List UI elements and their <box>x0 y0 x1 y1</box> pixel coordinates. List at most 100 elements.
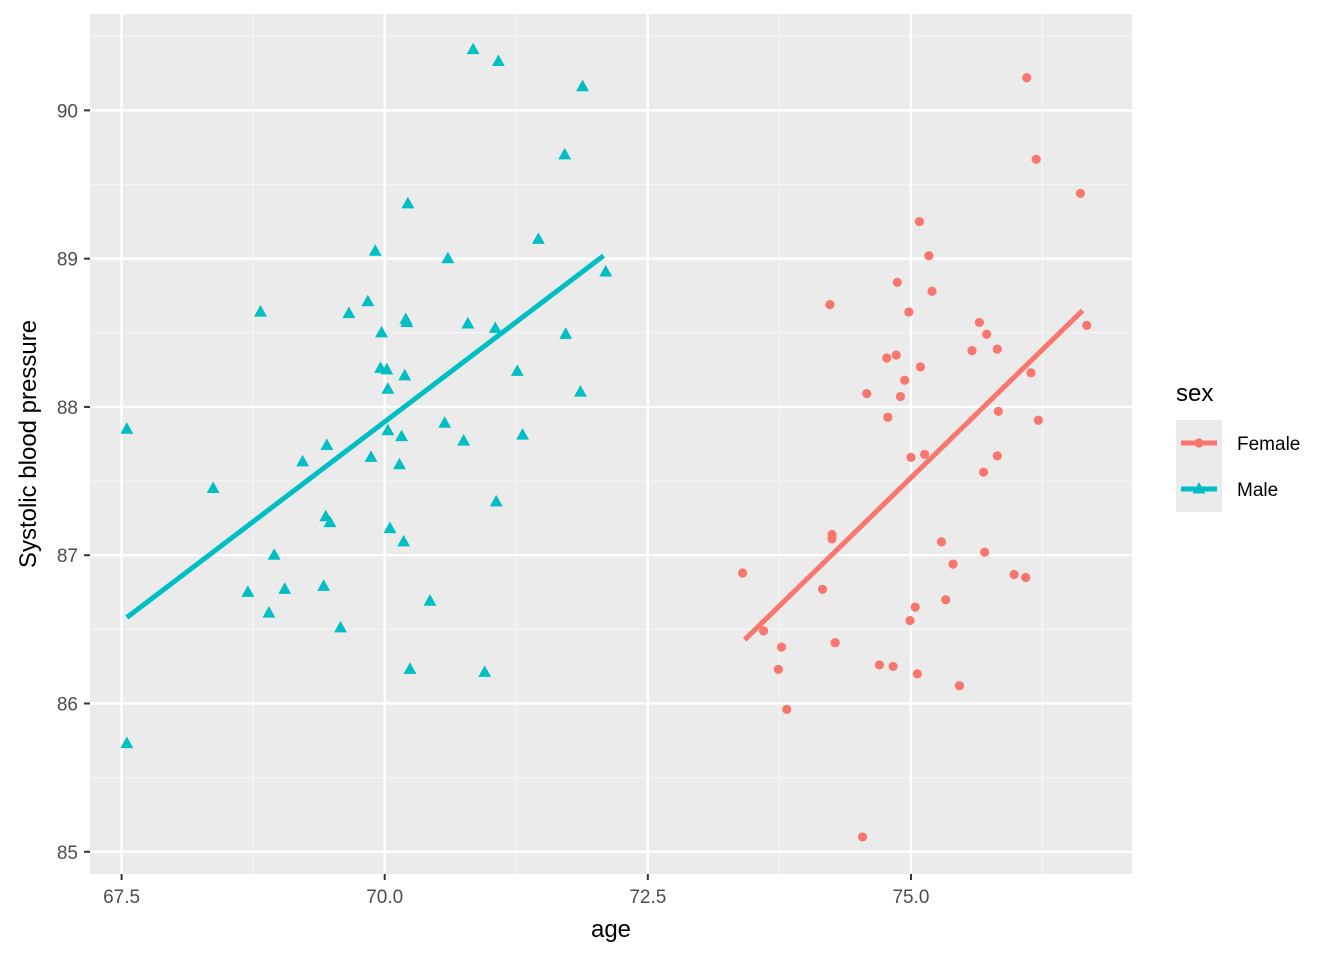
point-male <box>296 454 310 467</box>
point-male <box>510 364 524 376</box>
point-male <box>383 521 397 534</box>
point-female <box>737 568 748 578</box>
point-female <box>817 584 828 594</box>
point-female <box>954 681 964 691</box>
point-male <box>423 594 437 606</box>
point-male <box>342 306 356 319</box>
point-male <box>381 382 395 394</box>
point-male <box>278 582 292 594</box>
point-male <box>398 368 412 381</box>
point-male <box>516 428 530 440</box>
point-male <box>120 736 134 749</box>
grid-major <box>90 14 1132 874</box>
point-male <box>457 434 471 446</box>
fit-line-male <box>125 253 606 620</box>
point-female <box>915 362 926 372</box>
point-male <box>267 548 281 560</box>
point-male <box>395 429 408 442</box>
point-female <box>993 406 1003 416</box>
legend-point-male <box>1192 482 1206 494</box>
point-male <box>262 606 276 618</box>
point-female <box>904 307 914 317</box>
y-tick-label: 86 <box>57 694 78 715</box>
point-female <box>900 375 910 385</box>
y-tick-label: 89 <box>57 250 78 271</box>
fit-lines <box>125 253 1085 642</box>
point-male <box>574 385 587 397</box>
point-female <box>906 452 916 462</box>
point-female <box>862 388 872 399</box>
point-male <box>368 244 382 256</box>
point-male <box>400 315 414 327</box>
x-tick-label: 67.5 <box>103 887 140 908</box>
point-female <box>874 660 884 670</box>
point-female <box>759 626 769 636</box>
point-male <box>380 362 394 375</box>
point-female <box>773 664 783 674</box>
point-male <box>320 438 334 451</box>
point-female <box>912 669 922 679</box>
point-male <box>466 42 480 55</box>
point-male <box>478 665 492 677</box>
point-male <box>381 423 395 436</box>
legend-glyphs <box>1181 438 1217 494</box>
point-female <box>982 329 992 339</box>
legend-label-female: Female <box>1237 434 1300 455</box>
x-tick-label: 75.0 <box>892 887 929 908</box>
point-female <box>948 559 958 569</box>
point-male <box>397 534 411 547</box>
point-female <box>1026 368 1036 378</box>
point-male <box>364 450 378 462</box>
point-female <box>924 251 934 261</box>
point-male <box>489 494 503 507</box>
point-female <box>883 412 893 422</box>
y-axis-title: Systolic blood pressure <box>15 320 42 568</box>
point-female <box>1022 73 1032 83</box>
point-female <box>914 216 924 227</box>
data-points <box>120 42 1092 842</box>
point-female <box>776 642 787 652</box>
point-female <box>891 350 901 360</box>
x-tick-label: 72.5 <box>629 887 666 908</box>
point-female <box>1021 572 1031 583</box>
y-tick-label: 87 <box>57 546 78 567</box>
point-male <box>559 327 573 339</box>
y-tick-label: 90 <box>57 101 78 122</box>
point-female <box>1082 320 1092 330</box>
point-male <box>488 321 502 333</box>
point-male <box>491 54 505 66</box>
x-axis-title: age <box>591 916 631 943</box>
y-tick-label: 88 <box>57 398 78 419</box>
plot-panel <box>90 14 1132 874</box>
point-male <box>375 325 388 338</box>
point-female <box>967 345 977 356</box>
point-female <box>888 661 898 672</box>
point-female <box>936 537 947 547</box>
point-male <box>206 481 220 494</box>
x-axis: 67.5 70.0 72.5 75.0 <box>103 874 929 908</box>
point-male <box>120 422 134 434</box>
point-female <box>1033 415 1043 425</box>
point-male <box>461 316 475 329</box>
point-female <box>827 529 837 540</box>
point-female <box>857 832 868 842</box>
point-male <box>531 232 545 244</box>
point-female <box>910 602 920 612</box>
point-male <box>254 305 267 317</box>
point-male <box>334 620 347 633</box>
point-male <box>558 147 572 160</box>
point-female <box>895 391 906 402</box>
legend-label-male: Male <box>1237 480 1278 501</box>
point-female <box>830 638 840 648</box>
point-female <box>978 467 989 477</box>
point-female <box>782 704 792 715</box>
point-female <box>905 615 915 626</box>
point-male <box>576 79 590 92</box>
point-female <box>980 547 990 557</box>
y-tick-label: 85 <box>57 843 78 864</box>
point-female <box>941 595 951 605</box>
point-female <box>992 344 1002 354</box>
point-female <box>1009 569 1019 580</box>
legend: sex Female Male <box>1176 380 1300 512</box>
point-female <box>825 300 835 310</box>
